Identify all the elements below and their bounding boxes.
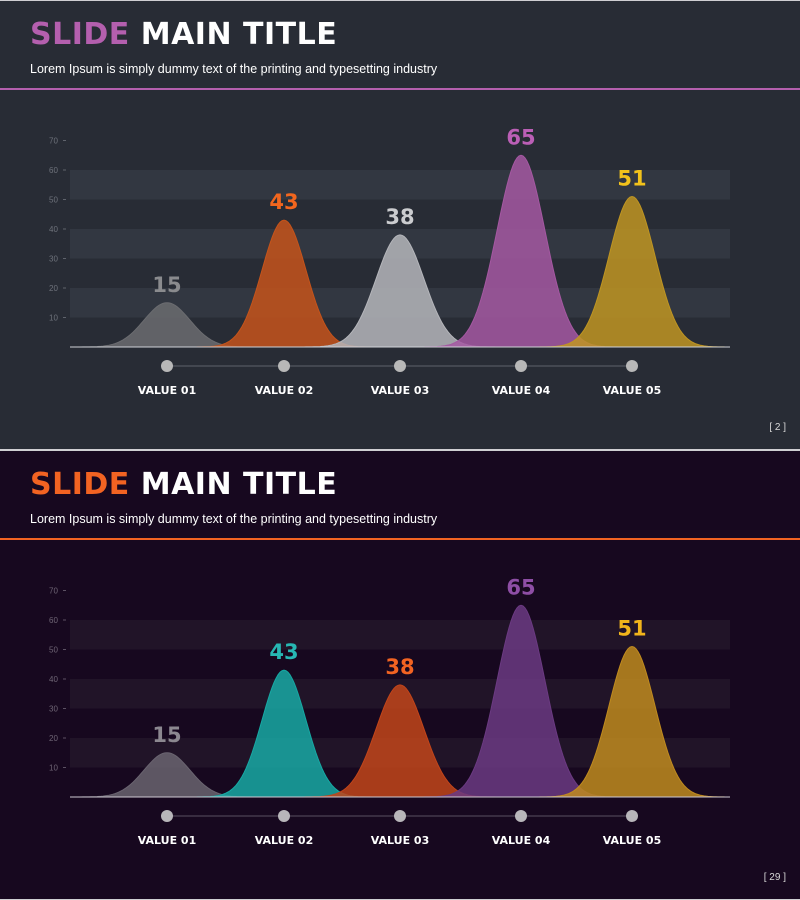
slide-title: SLIDE MAIN TITLE [30,17,337,52]
curve-5 [539,195,725,348]
category-dot-5 [626,810,638,822]
value-label-1: 15 [152,723,181,747]
value-label-2: 43 [269,190,298,214]
category-dot-1 [161,360,173,372]
page-number: [ 29 ] [763,872,786,883]
category-dot-5 [626,360,638,372]
category-label-3: VALUE 03 [371,384,429,397]
category-label-3: VALUE 03 [371,834,429,847]
category-label-5: VALUE 05 [603,834,661,847]
slide-1: SLIDE MAIN TITLE Lorem Ipsum is simply d… [0,1,800,449]
page-number: [ 2 ] [769,422,786,433]
slide-title: SLIDE MAIN TITLE [30,467,337,502]
value-label-1: 15 [152,273,181,297]
value-label-2: 43 [269,640,298,664]
category-dot-4 [515,360,527,372]
value-label-5: 51 [617,167,646,191]
title-divider [0,538,800,540]
y-tick-label: 40 [49,675,58,684]
y-tick-label: 10 [49,764,58,773]
value-label-4: 65 [506,575,535,599]
category-dot-3 [394,810,406,822]
bell-chart: 10 20 30 40 50 60 70 15 43 38 65 51 VALUE 01 VALUE 02… [49,575,730,847]
y-tick-label: 30 [49,255,58,264]
title-main: MAIN TITLE [140,467,338,502]
title-accent: SLIDE [30,467,130,502]
grid-band [70,620,730,650]
value-label-3: 38 [385,205,414,229]
slide-subtitle: Lorem Ipsum is simply dummy text of the … [30,62,438,76]
curve-5 [539,645,725,798]
grid-band [70,170,730,200]
y-tick-label: 50 [49,646,58,655]
category-label-1: VALUE 01 [138,384,196,397]
category-dot-1 [161,810,173,822]
title-main: MAIN TITLE [140,17,338,52]
value-label-3: 38 [385,655,414,679]
value-label-4: 65 [506,125,535,149]
category-label-2: VALUE 02 [255,384,313,397]
category-label-4: VALUE 04 [492,384,551,397]
y-tick-label: 60 [49,166,58,175]
y-tick-label: 20 [49,284,58,293]
y-tick-label: 60 [49,616,58,625]
category-dot-3 [394,360,406,372]
category-dot-2 [278,810,290,822]
category-dot-2 [278,360,290,372]
y-tick-label: 20 [49,734,58,743]
y-tick-label: 70 [49,137,58,146]
slide-subtitle: Lorem Ipsum is simply dummy text of the … [30,512,438,526]
title-divider [0,88,800,90]
category-label-1: VALUE 01 [138,834,196,847]
y-tick-label: 10 [49,314,58,323]
category-dot-4 [515,810,527,822]
category-label-5: VALUE 05 [603,384,661,397]
y-tick-label: 40 [49,225,58,234]
bell-chart: 10 20 30 40 50 60 70 15 43 38 65 51 VALUE 01 VALUE 02… [49,125,730,397]
slide-2: SLIDE MAIN TITLE Lorem Ipsum is simply d… [0,451,800,899]
y-tick-label: 30 [49,705,58,714]
value-label-5: 51 [617,617,646,641]
title-accent: SLIDE [30,17,130,52]
y-tick-label: 70 [49,587,58,596]
category-label-2: VALUE 02 [255,834,313,847]
category-label-4: VALUE 04 [492,834,551,847]
y-tick-label: 50 [49,196,58,205]
